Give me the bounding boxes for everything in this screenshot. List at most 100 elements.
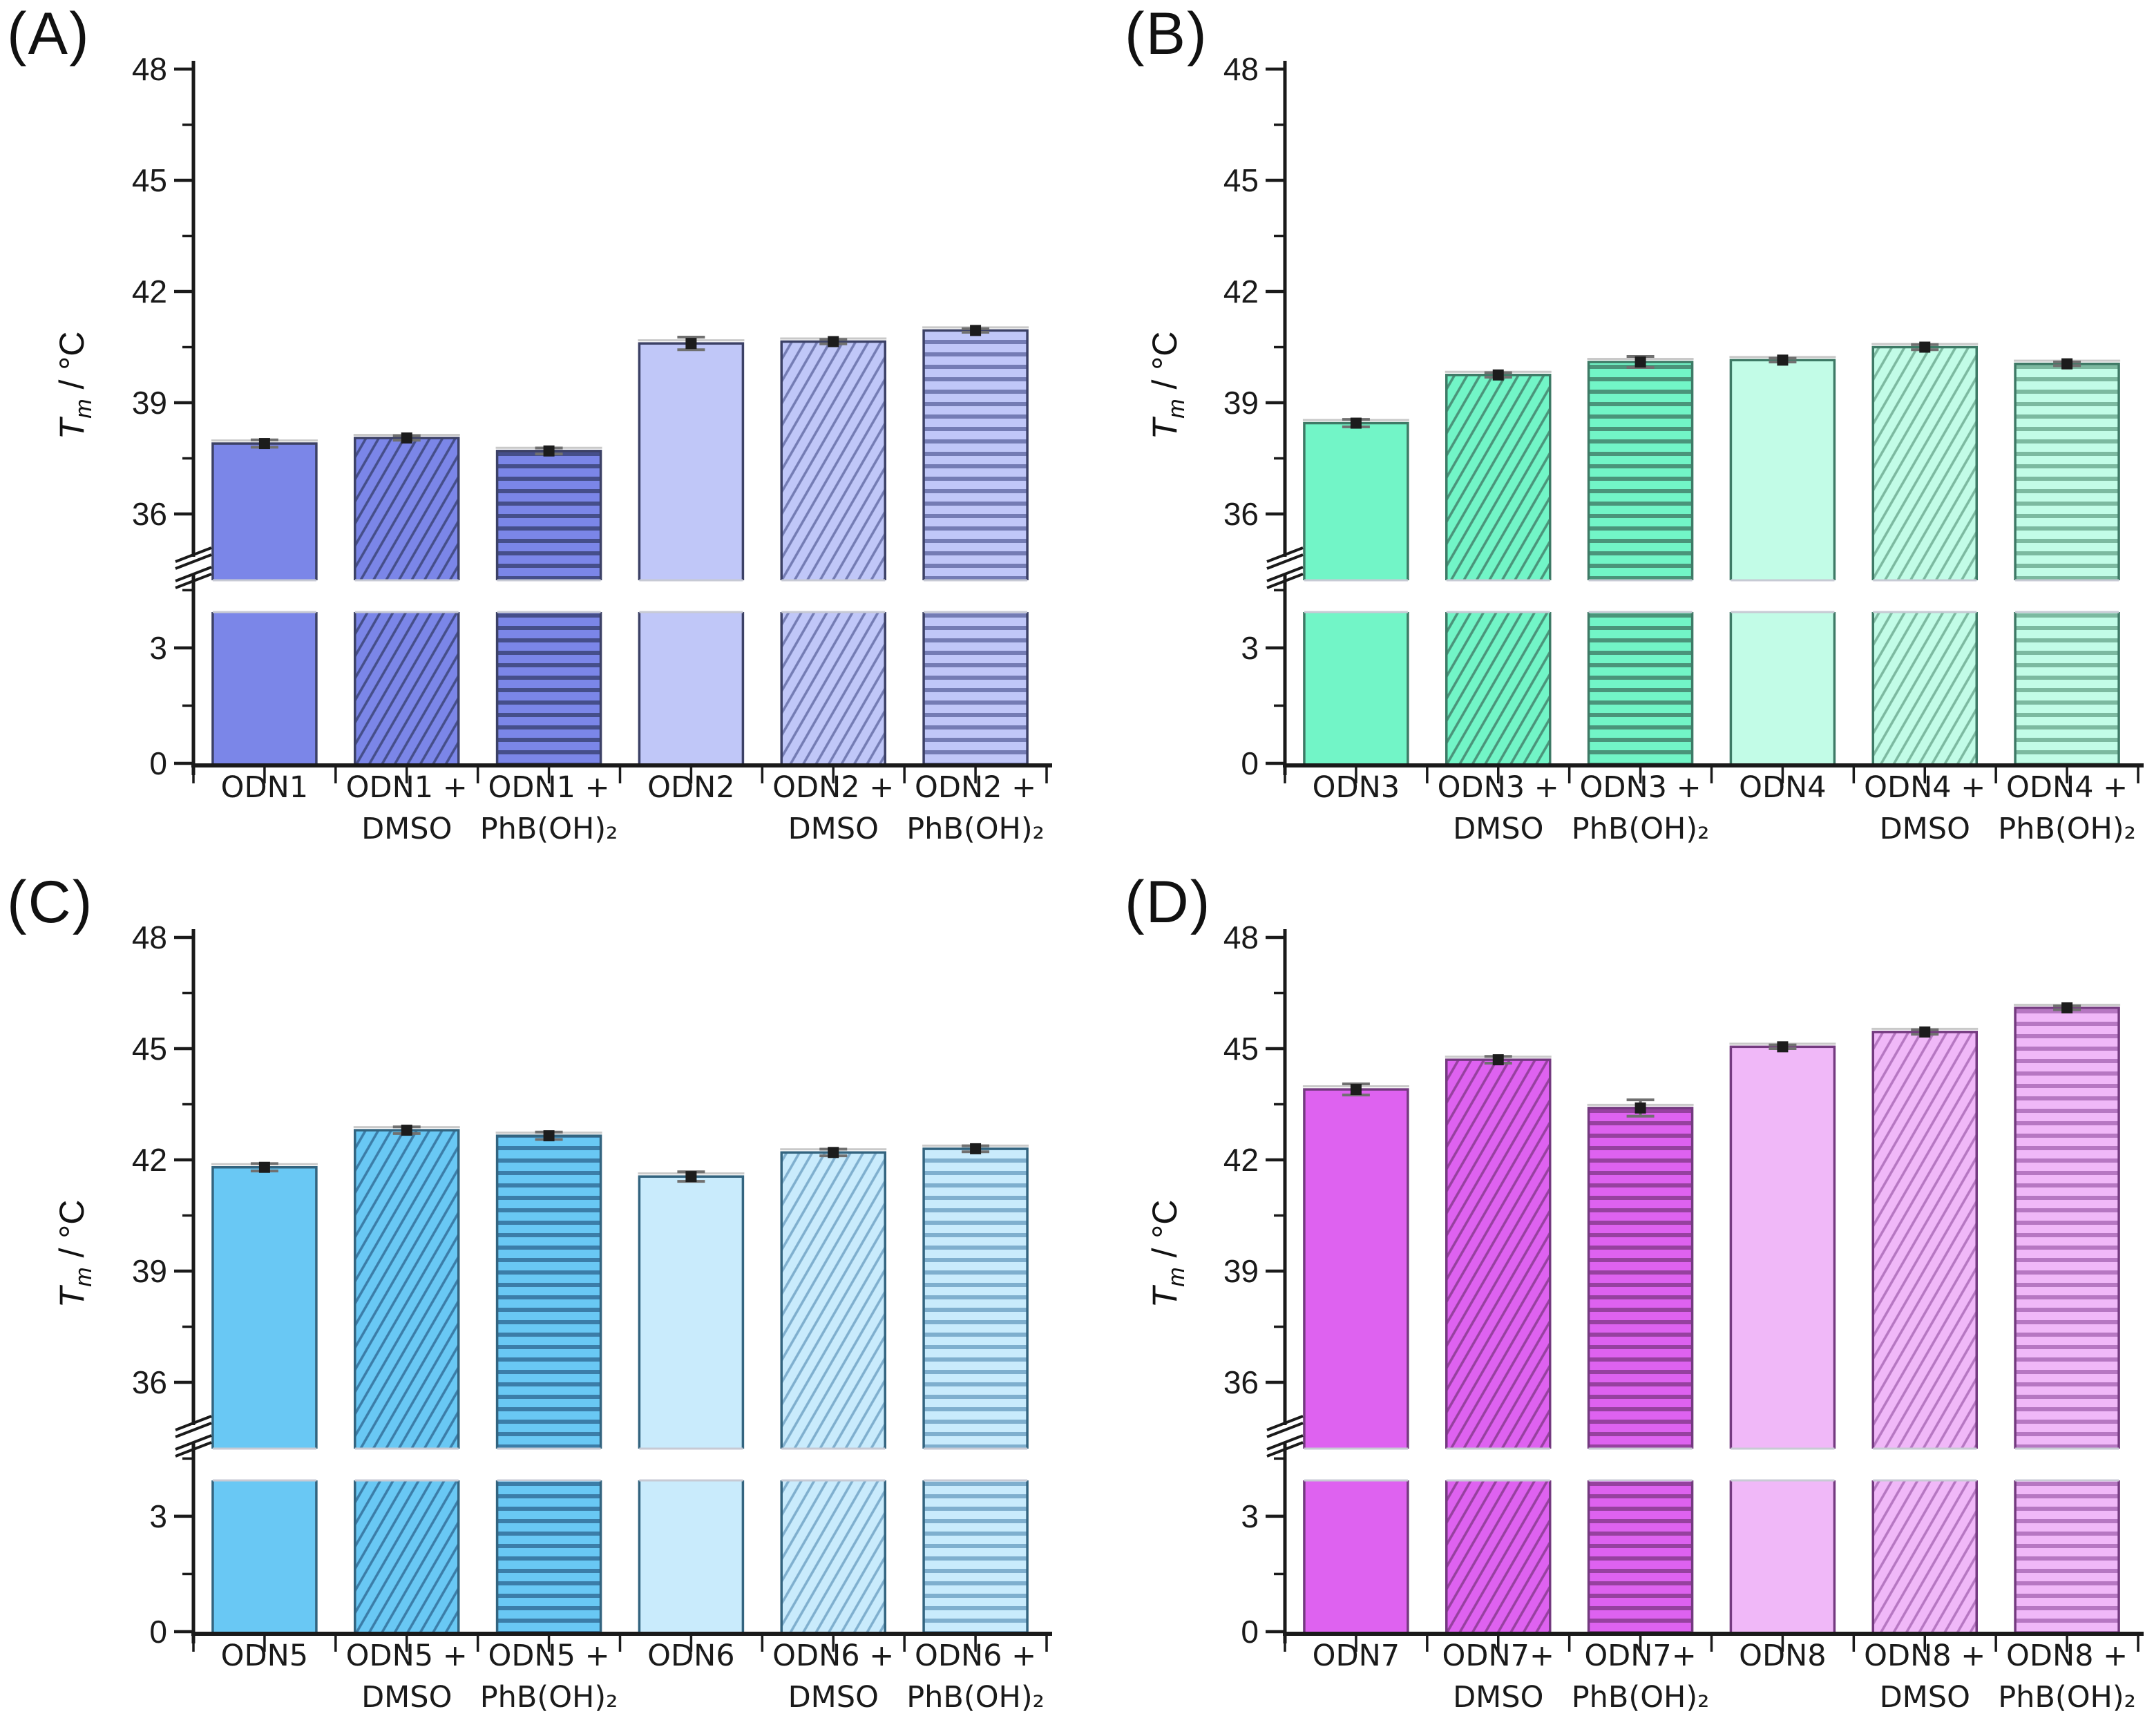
mean-marker [970,1143,982,1154]
x-tick-label: ODN6 + [915,1639,1036,1673]
bar-ODN2 [638,339,745,767]
y-tick-label: 0 [1241,745,1259,781]
error-bar [819,336,848,347]
mean-marker [1919,341,1931,353]
x-tick-label-line2: PhB(OH)₂ [1998,812,2136,846]
bar-ODN2-PhB-OH [922,326,1029,767]
bar-chart-B: 48 45 42 39 36 3 0 ODN3 ODN3 + DMSO ODN3 + PhB(OH)₂… [1223,51,2146,846]
x-tick-label-line2: DMSO [1453,1680,1543,1715]
mean-marker [1777,1041,1789,1053]
y-tick-label: 39 [132,1253,167,1289]
error-bar [1911,341,1939,353]
y-tick-label: 45 [132,162,167,198]
mean-marker [1634,1102,1646,1114]
x-tick-label: ODN2 [647,770,734,805]
bar-chart-A: 48 45 42 39 36 3 0 ODN1 ODN1 + DMSO ODN1 + PhB(OH)₂… [132,51,1054,846]
y-tick-label: 45 [1223,162,1259,198]
axis-break-slash [175,1415,212,1431]
y-tick-label: 39 [132,385,167,421]
axis-break-slash [1266,1422,1304,1438]
x-tick-label-line2: PhB(OH)₂ [480,812,618,846]
error-bar [1342,1082,1370,1097]
mean-marker [1919,1026,1931,1038]
y-axis: 48 45 42 39 36 3 0 [132,51,212,781]
mean-marker [2061,1002,2073,1013]
axis-break-slash [1266,1434,1304,1451]
x-tick-label: ODN6 + [772,1639,894,1673]
y-tick-label: 45 [1223,1031,1259,1067]
x-tick-label-line2: DMSO [1880,1680,1970,1715]
x-tick-label: ODN4 [1739,770,1826,805]
error-bar [1626,354,1655,370]
bar-ODN4-DMSO [1871,343,1979,767]
error-bar [1342,417,1370,429]
error-bars [1342,341,2081,429]
axis-break-band [196,580,1054,612]
error-bar [1769,1041,1797,1053]
mean-marker [1492,1054,1504,1066]
axis-break-slash [175,546,212,563]
error-bar [962,1143,990,1154]
bar-chart-C: 48 45 42 39 36 3 0 ODN5 ODN5 + DMSO ODN5 + PhB(OH)₂… [132,919,1054,1715]
bar-ODN8-DMSO [1871,1027,1979,1635]
error-bar [677,1170,705,1183]
x-tick-label: ODN8 [1739,1639,1826,1673]
error-bar [2053,358,2081,370]
x-tick-label-line2: DMSO [1453,812,1543,846]
x-tick-label: ODN5 [221,1639,308,1673]
x-tick-label: ODN7+ [1442,1639,1554,1673]
axis-break-slash [1266,573,1304,589]
bar-ODN7-DMSO [1445,1056,1552,1635]
bar-ODN8 [1729,1042,1836,1635]
y-axis: 48 45 42 39 36 3 0 [1223,919,1304,1650]
bars [1302,1003,2121,1635]
error-bar [392,1125,421,1136]
x-tick-label: ODN7+ [1584,1639,1697,1673]
panel-letter: (C) [7,869,94,935]
error-bars [250,1125,990,1183]
axis-break-slash [175,1434,212,1451]
panel-A: (A) Tm / °C 48 45 42 39 36 3 0 ODN1 ODN1 + DMSO OD… [0,0,1076,868]
axis-break-slash [1266,566,1304,582]
y-tick-label: 42 [132,274,167,309]
x-tick-label: ODN2 + [915,770,1036,805]
y-tick-label: 39 [1223,385,1259,421]
bar-ODN7 [1302,1085,1409,1635]
mean-marker [970,325,982,336]
mean-marker [1350,1084,1362,1096]
mean-marker [2061,358,2073,370]
x-tick-label-line2: PhB(OH)₂ [480,1680,618,1715]
error-bar [677,336,705,352]
x-tick-label-line2: PhB(OH)₂ [1572,1680,1710,1715]
mean-marker [685,1171,697,1183]
y-tick-label: 0 [1241,1614,1259,1650]
error-bar [2053,1002,2081,1013]
bar-ODN5 [211,1163,318,1635]
bar-ODN5-DMSO [353,1126,460,1635]
axis-break-slash [175,1422,212,1438]
y-axis: 48 45 42 39 36 3 0 [132,919,212,1650]
y-tick-label: 0 [149,1614,167,1650]
error-bar [392,432,421,444]
x-tick-label: ODN7 [1313,1639,1400,1673]
y-axis: 48 45 42 39 36 3 0 [1223,51,1304,781]
mean-marker [258,1161,270,1173]
error-bar [1484,369,1512,381]
x-tick-label-line2: PhB(OH)₂ [906,812,1045,846]
y-tick-label: 3 [149,630,167,666]
y-tick-label: 48 [132,919,167,955]
error-bar [250,438,278,450]
panel-letter: (B) [1125,1,1208,67]
mean-marker [828,336,839,347]
x-tick-label: ODN6 [647,1639,734,1673]
panel-B: (B) Tm / °C 48 45 42 39 36 3 0 ODN3 ODN3 + DMSO OD… [1078,0,2154,868]
error-bar [1769,354,1797,366]
x-tick-label: ODN8 + [1864,1639,1985,1673]
x-axis: ODN1 ODN1 + DMSO ODN1 + PhB(OH)₂ ODN2 ODN2 + DM… [191,763,1052,846]
y-tick-label: 3 [1241,1498,1259,1534]
bar-ODN3-DMSO [1445,370,1552,767]
x-tick-label: ODN1 [221,770,308,805]
bars [1302,343,2121,767]
mean-marker [828,1147,839,1158]
